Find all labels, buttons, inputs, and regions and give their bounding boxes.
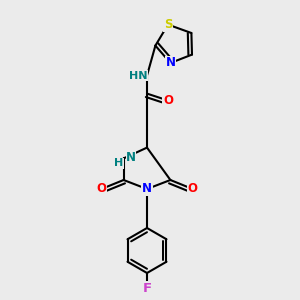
Text: O: O bbox=[163, 94, 173, 107]
Text: N: N bbox=[165, 56, 176, 70]
Text: O: O bbox=[188, 182, 198, 196]
Text: H: H bbox=[114, 158, 124, 168]
Text: N: N bbox=[142, 182, 152, 196]
Text: HN: HN bbox=[128, 70, 147, 81]
Text: N: N bbox=[126, 151, 136, 164]
Text: O: O bbox=[96, 182, 106, 196]
Text: F: F bbox=[142, 282, 152, 295]
Text: S: S bbox=[164, 18, 172, 31]
